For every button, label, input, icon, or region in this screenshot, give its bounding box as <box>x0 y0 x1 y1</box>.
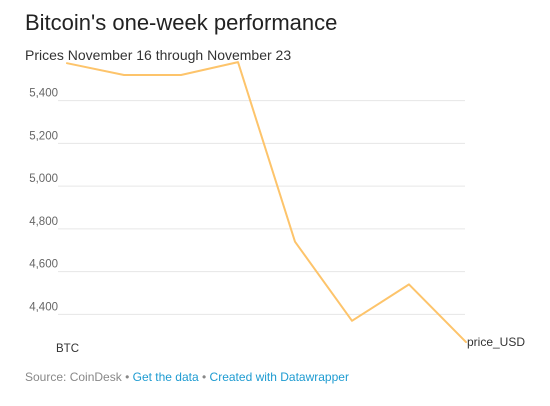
chart-subtitle: Prices November 16 through November 23 <box>25 47 292 63</box>
series-lines <box>66 61 467 344</box>
y-tick-label: 4,600 <box>29 259 58 271</box>
x-axis-label: BTC <box>56 343 79 355</box>
get-the-data-link[interactable]: Get the data <box>132 370 199 384</box>
series-label-price-usd: price_USD <box>467 335 525 349</box>
created-with-datawrapper-link[interactable]: Created with Datawrapper <box>209 370 349 384</box>
footer-separator: • <box>125 370 130 384</box>
y-tick-label: 4,400 <box>29 301 58 313</box>
y-axis-ticks: 4,400 4,600 4,800 5,000 5,200 5,400 <box>29 88 58 314</box>
footer: Source: CoinDesk • Get the data • Create… <box>25 370 349 384</box>
series-line-price-usd <box>66 61 467 344</box>
chart-title: Bitcoin's one-week performance <box>25 10 338 35</box>
y-tick-label: 4,800 <box>29 216 58 228</box>
y-tick-label: 5,400 <box>29 88 58 100</box>
footer-separator: • <box>202 370 207 384</box>
y-tick-label: 5,200 <box>29 130 58 142</box>
gridlines <box>58 100 465 315</box>
source-text: Source: CoinDesk <box>25 370 122 384</box>
y-tick-label: 5,000 <box>29 173 58 185</box>
